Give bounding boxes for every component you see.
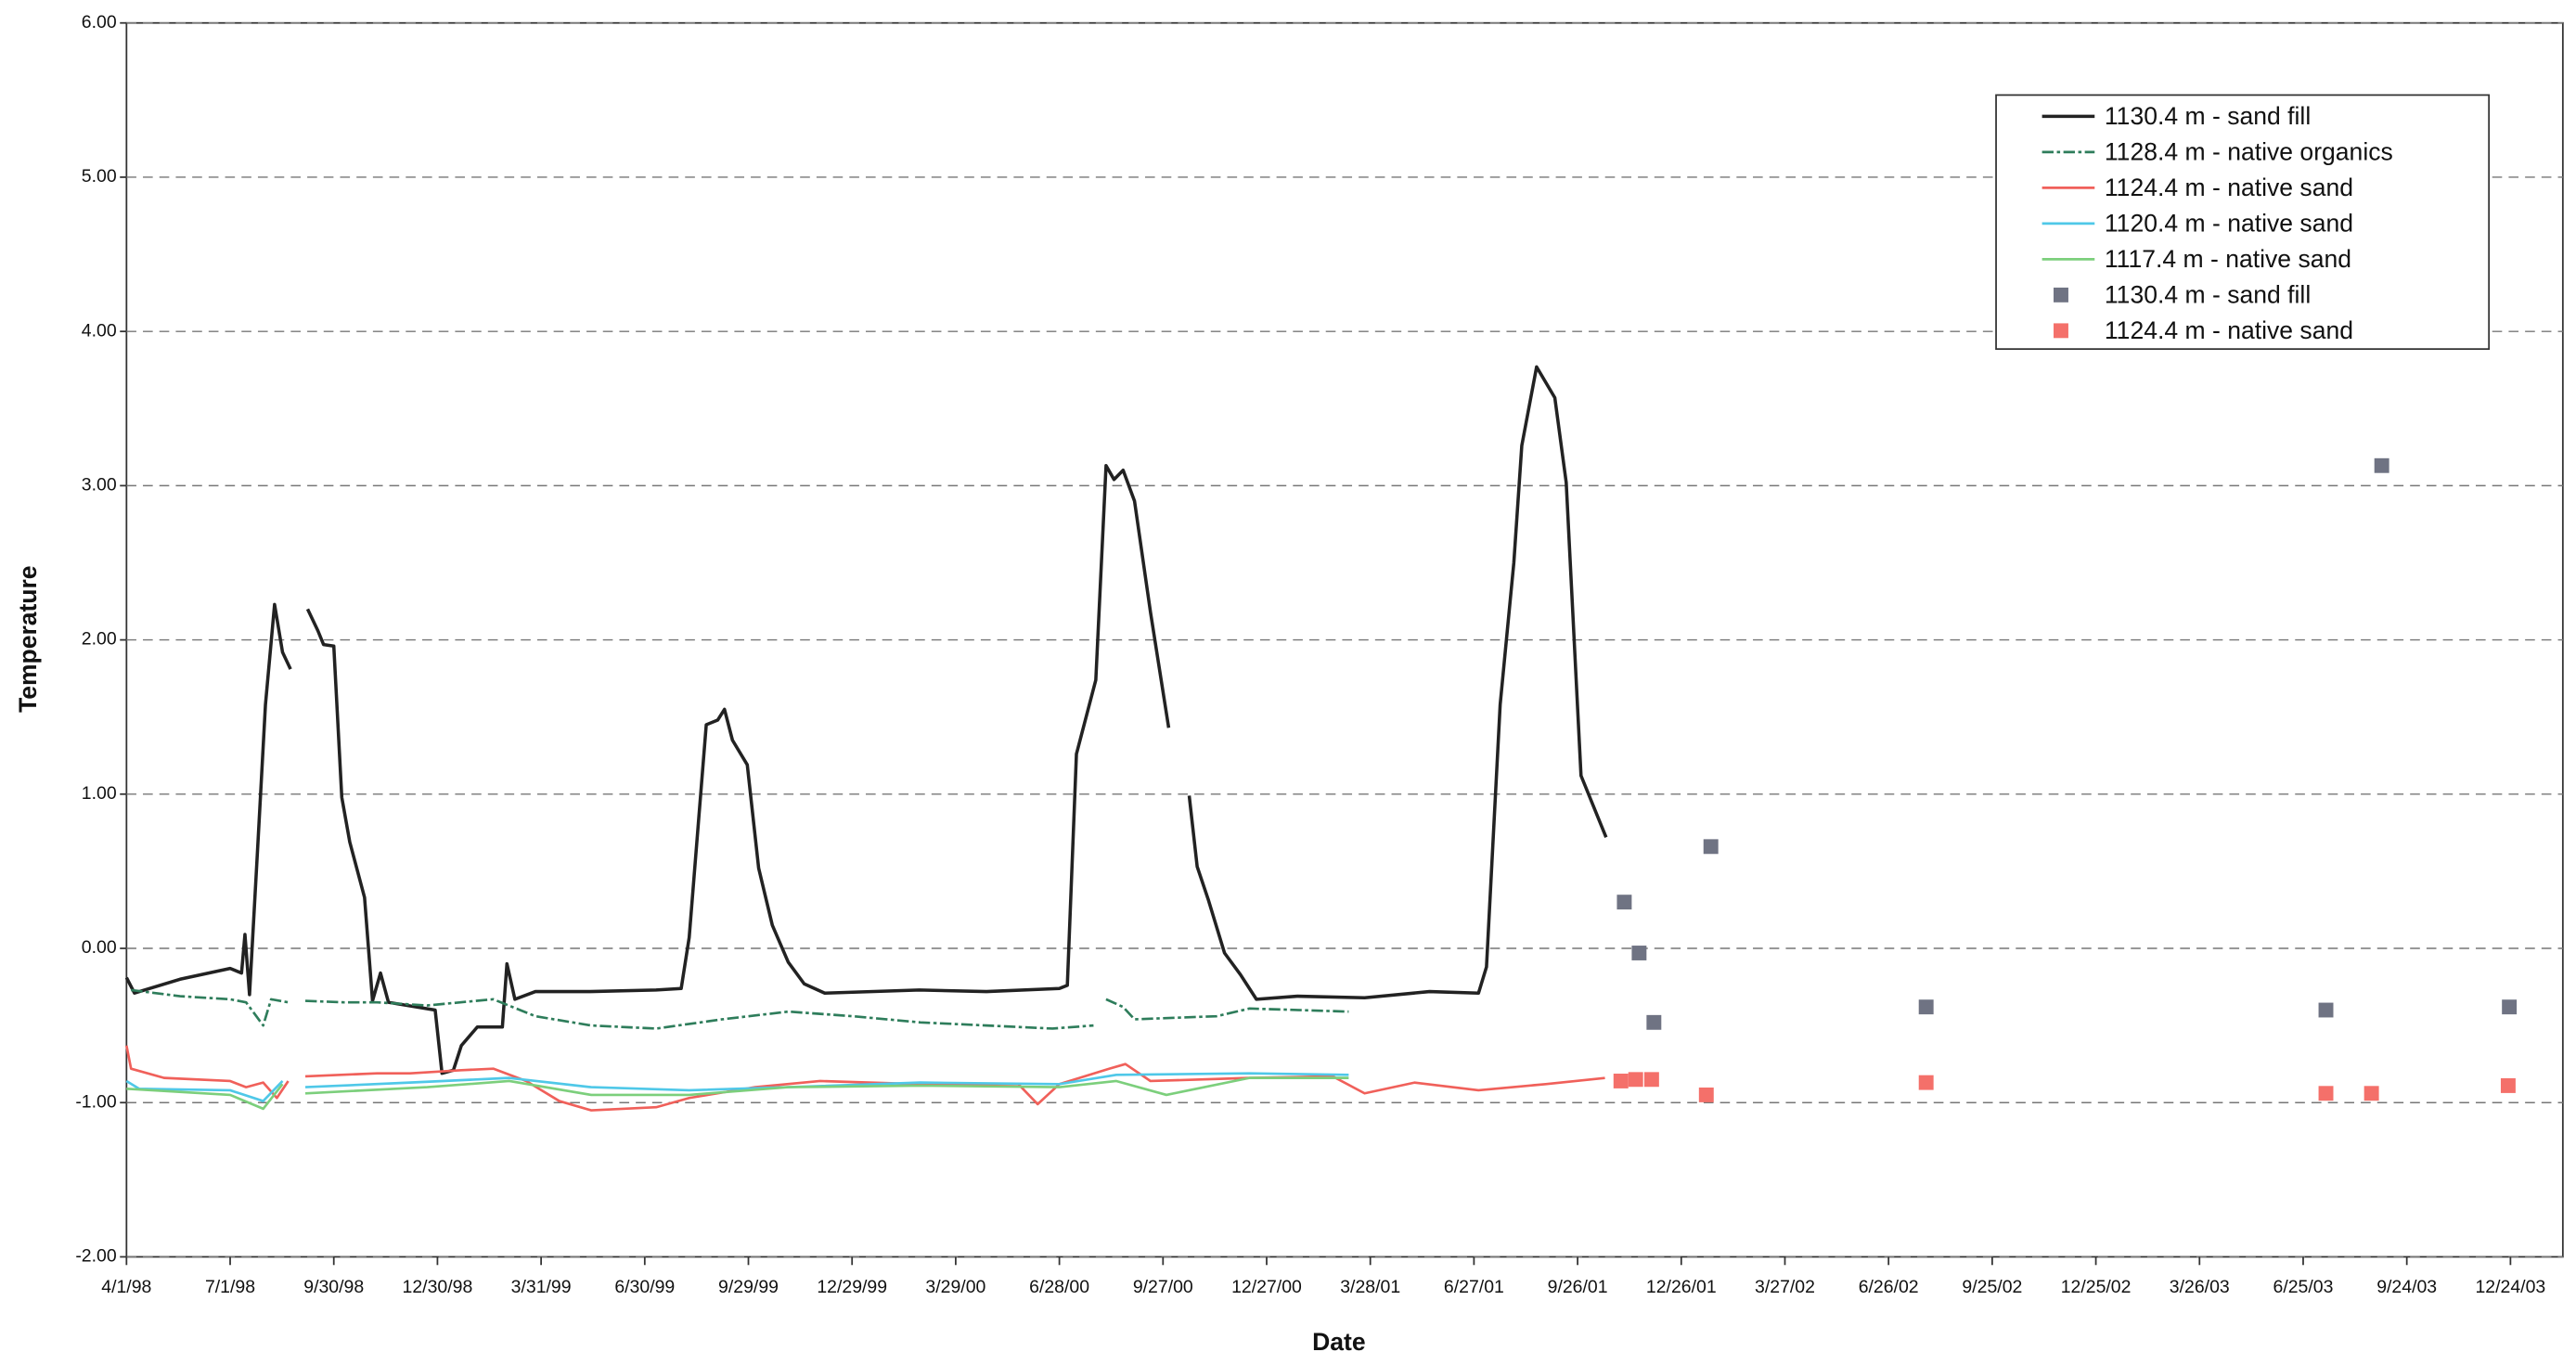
data-marker [1918, 1075, 1934, 1090]
data-marker [2374, 457, 2389, 473]
legend-marker [2054, 287, 2068, 303]
x-tick-label: 12/30/98 [403, 1277, 473, 1297]
y-tick-label: 1.00 [82, 783, 117, 804]
data-marker [2363, 1086, 2379, 1101]
x-tick-label: 6/27/01 [1444, 1277, 1504, 1297]
x-tick-label: 12/29/99 [817, 1277, 887, 1297]
data-marker [1646, 1014, 1662, 1030]
data-marker [1616, 895, 1632, 910]
x-tick-label: 3/31/99 [511, 1277, 572, 1297]
data-marker [2318, 1086, 2334, 1101]
data-marker [1628, 1072, 1643, 1088]
x-tick-label: 3/28/01 [1340, 1277, 1400, 1297]
x-tick-label: 3/29/00 [925, 1277, 985, 1297]
y-tick-label: -1.00 [75, 1091, 117, 1112]
x-tick-label: 9/29/99 [718, 1277, 779, 1297]
y-tick-label: 4.00 [82, 320, 117, 341]
data-marker [1631, 946, 1647, 960]
legend-label: 1120.4 m - native sand [2105, 210, 2353, 238]
y-tick-label: 5.00 [82, 166, 117, 187]
y-tick-label: 2.00 [82, 629, 117, 650]
legend-marker [2054, 323, 2068, 339]
y-tick-label: -2.00 [75, 1246, 117, 1267]
y-axis-title: Temperature [14, 565, 42, 712]
y-tick-label: 0.00 [82, 937, 117, 958]
y-tick-label: 3.00 [82, 475, 117, 496]
x-tick-label: 6/25/03 [2273, 1277, 2334, 1297]
x-tick-label: 9/25/02 [1962, 1277, 2022, 1297]
legend-box [1995, 94, 2491, 351]
x-tick-label: 3/26/03 [2170, 1277, 2230, 1297]
x-axis-title: Date [1312, 1328, 1366, 1356]
legend-label: 1130.4 m - sand fill [2105, 102, 2311, 130]
data-line [131, 988, 1349, 1030]
x-tick-label: 3/27/02 [1755, 1277, 1815, 1297]
legend: 1130.4 m - sand fill 1128.4 m - native or… [1995, 94, 2491, 351]
x-tick-label: 9/26/01 [1548, 1277, 1608, 1297]
data-marker [2318, 1002, 2334, 1018]
data-marker [1703, 839, 1719, 855]
data-line [126, 1076, 1349, 1111]
legend-label: 1128.4 m - native organics [2105, 138, 2393, 166]
x-tick-label: 6/26/02 [1859, 1277, 1919, 1297]
x-tick-label: 9/30/98 [303, 1277, 364, 1297]
data-marker [1918, 999, 1934, 1015]
x-tick-label: 6/28/00 [1029, 1277, 1089, 1297]
legend-label: 1130.4 m - sand fill [2105, 281, 2311, 309]
x-tick-label: 12/27/00 [1231, 1277, 1302, 1297]
x-tick-label: 6/30/99 [614, 1277, 675, 1297]
y-tick-label: 6.00 [82, 12, 117, 32]
x-tick-label: 7/1/98 [205, 1277, 255, 1297]
legend-label: 1124.4 m - native sand [2105, 174, 2353, 201]
x-tick-label: 12/25/02 [2061, 1277, 2132, 1297]
data-line [124, 365, 1608, 1075]
data-marker [1613, 1074, 1629, 1088]
x-tick-label: 12/24/03 [2475, 1277, 2545, 1297]
data-marker [2500, 1078, 2516, 1093]
data-marker [2502, 999, 2518, 1015]
x-tick-label: 9/24/03 [2376, 1277, 2437, 1297]
x-tick-label: 12/26/01 [1646, 1277, 1717, 1297]
data-marker [1698, 1087, 1714, 1102]
data-marker [1643, 1072, 1659, 1088]
x-tick-label: 4/1/98 [101, 1277, 151, 1297]
x-tick-label: 9/27/00 [1133, 1277, 1193, 1297]
legend-label: 1124.4 m - native sand [2105, 316, 2353, 344]
legend-label: 1117.4 m - native sand [2105, 245, 2351, 273]
